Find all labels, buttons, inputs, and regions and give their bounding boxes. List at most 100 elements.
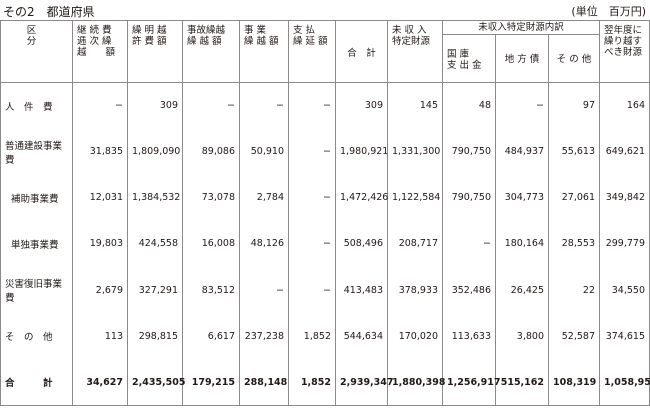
header-unreceived-breakdown: 未収入特定財源内訳	[441, 20, 601, 35]
carryover-table: 区 分 継 続 費 逓 次 繰 越 額 繰 明 越 許 費 額 事故繰越 繰 越…	[0, 20, 650, 407]
table-cell: 34,550	[599, 267, 650, 314]
table-cell: 790,750	[442, 128, 496, 175]
table-cell: −	[442, 220, 496, 268]
table-cell: 170,020	[387, 313, 443, 360]
header-national-subsidy: 国 庫 支 出 金	[447, 48, 482, 71]
table-cell: 349,842	[599, 174, 650, 221]
table-cell: 424,558	[127, 220, 183, 268]
header-local-bonds: 地 方 債	[495, 34, 549, 83]
table-cell: 237,238	[239, 313, 289, 360]
table-cell: −	[288, 174, 336, 221]
table-row: そ の 他 113 298,815 6,617 237,238 1,852 54…	[0, 313, 650, 360]
table-cell: −	[239, 82, 289, 129]
table-cell: 6,617	[182, 313, 240, 360]
table-row: 補助事業費 12,031 1,384,532 73,078 2,784 − 1,…	[0, 174, 650, 221]
table-cell: 2,939,347	[335, 359, 394, 407]
table-cell: 34,627	[72, 359, 128, 407]
table-cell: 790,750	[442, 174, 496, 221]
table-cell: 52,587	[547, 313, 601, 360]
table-cell: 113,633	[442, 313, 496, 360]
table-cell: 508,496	[335, 220, 388, 268]
table-cell: 73,078	[182, 174, 240, 221]
row-label: 補助事業費	[0, 174, 73, 221]
table-cell: 1,384,532	[127, 174, 183, 221]
table-cell: −	[495, 82, 549, 129]
table-cell: 1,980,921	[335, 128, 388, 175]
table-cell: 544,634	[335, 313, 388, 360]
table-cell: 299,779	[599, 220, 650, 268]
table-cell: 55,613	[547, 128, 601, 175]
table-cell: 2,435,505	[127, 359, 186, 407]
page-title: その2 都道府県	[3, 5, 95, 19]
table-cell: 31,835	[72, 128, 128, 175]
table-cell: 19,803	[72, 220, 128, 268]
header-continuing-expense: 継 続 費 逓 次 繰 越 額	[77, 25, 116, 58]
table-cell: 48	[442, 82, 496, 129]
table-cell: 484,937	[495, 128, 549, 175]
unit-label: (単位 百万円)	[571, 5, 646, 18]
table-cell: 1,331,300	[387, 128, 443, 175]
table-cell: 413,483	[335, 267, 388, 314]
table-cell: 309	[335, 82, 388, 129]
header-unreceived: 未 収 入 特定財源	[392, 25, 431, 47]
table-cell: 27,061	[547, 174, 601, 221]
table-cell: 180,164	[495, 220, 549, 268]
table-cell: 22	[547, 267, 601, 314]
table-cell: −	[288, 220, 336, 268]
table-cell: −	[182, 82, 240, 129]
table-cell: −	[288, 128, 336, 175]
table-cell: 649,621	[599, 128, 650, 175]
table-cell: 12,031	[72, 174, 128, 221]
table-cell: 304,773	[495, 174, 549, 221]
table-cell: 1,256,917	[442, 359, 501, 407]
table-cell: −	[288, 267, 336, 314]
table-cell: 1,058,950	[599, 359, 650, 407]
header-accident-carryover: 事故繰越 繰 越 額	[187, 25, 226, 47]
header-payment-deferral: 支 払 繰 延 額	[293, 25, 328, 47]
header-carryover-permitted: 繰 明 越 許 費 額	[132, 25, 167, 47]
table-cell: 83,512	[182, 267, 240, 314]
table-cell: −	[72, 82, 128, 129]
table-cell: 1,809,090	[127, 128, 183, 175]
row-label: 合 計	[0, 359, 73, 407]
table-cell: 288,148	[239, 359, 289, 407]
table-cell: 1,852	[288, 359, 336, 407]
row-label: 普通建設事業費	[0, 128, 73, 175]
table-cell: 352,486	[442, 267, 496, 314]
table-cell: 3,800	[495, 313, 549, 360]
table-cell: 2,679	[72, 267, 128, 314]
header-total: 合 計	[347, 48, 376, 59]
table-row: 人 件 費 − 309 − − − 309 145 48 − 97 164	[0, 82, 650, 129]
row-label: 単独事業費	[0, 220, 73, 268]
table-cell: 113	[72, 313, 128, 360]
table-cell: 327,291	[127, 267, 183, 314]
table-cell: 48,126	[239, 220, 289, 268]
table-cell: 2,784	[239, 174, 289, 221]
table-cell: 515,162	[495, 359, 549, 407]
table-cell: −	[239, 267, 289, 314]
row-label: 人 件 費	[0, 82, 73, 129]
table-cell: 1,880,398	[387, 359, 446, 407]
table-cell: 1,852	[288, 313, 336, 360]
table-cell: 26,425	[495, 267, 549, 314]
table-cell: 208,717	[387, 220, 443, 268]
row-label: 災害復旧事業費	[0, 267, 73, 314]
table-cell: 298,815	[127, 313, 183, 360]
header-other-sources: そ の 他	[547, 34, 601, 83]
header-next-year: 翌年度に 繰り越す べき財源	[604, 25, 643, 58]
row-label: そ の 他	[0, 313, 73, 360]
header-project-carryover: 事 業 繰 越 額	[244, 25, 279, 47]
table-cell: −	[288, 82, 336, 129]
table-row-total: 合 計 34,627 2,435,505 179,215 288,148 1,8…	[0, 359, 650, 407]
table-row: 普通建設事業費 31,835 1,809,090 89,086 50,910 −…	[0, 128, 650, 175]
table-cell: 50,910	[239, 128, 289, 175]
table-cell: 89,086	[182, 128, 240, 175]
table-cell: 164	[599, 82, 650, 129]
table-cell: 1,472,426	[335, 174, 388, 221]
table-row: 災害復旧事業費 2,679 327,291 83,512 − − 413,483…	[0, 267, 650, 314]
table-cell: 378,933	[387, 267, 443, 314]
table-cell: 16,008	[182, 220, 240, 268]
table-cell: 1,122,584	[387, 174, 443, 221]
table-cell: 309	[127, 82, 183, 129]
table-row: 単独事業費 19,803 424,558 16,008 48,126 − 508…	[0, 220, 650, 268]
